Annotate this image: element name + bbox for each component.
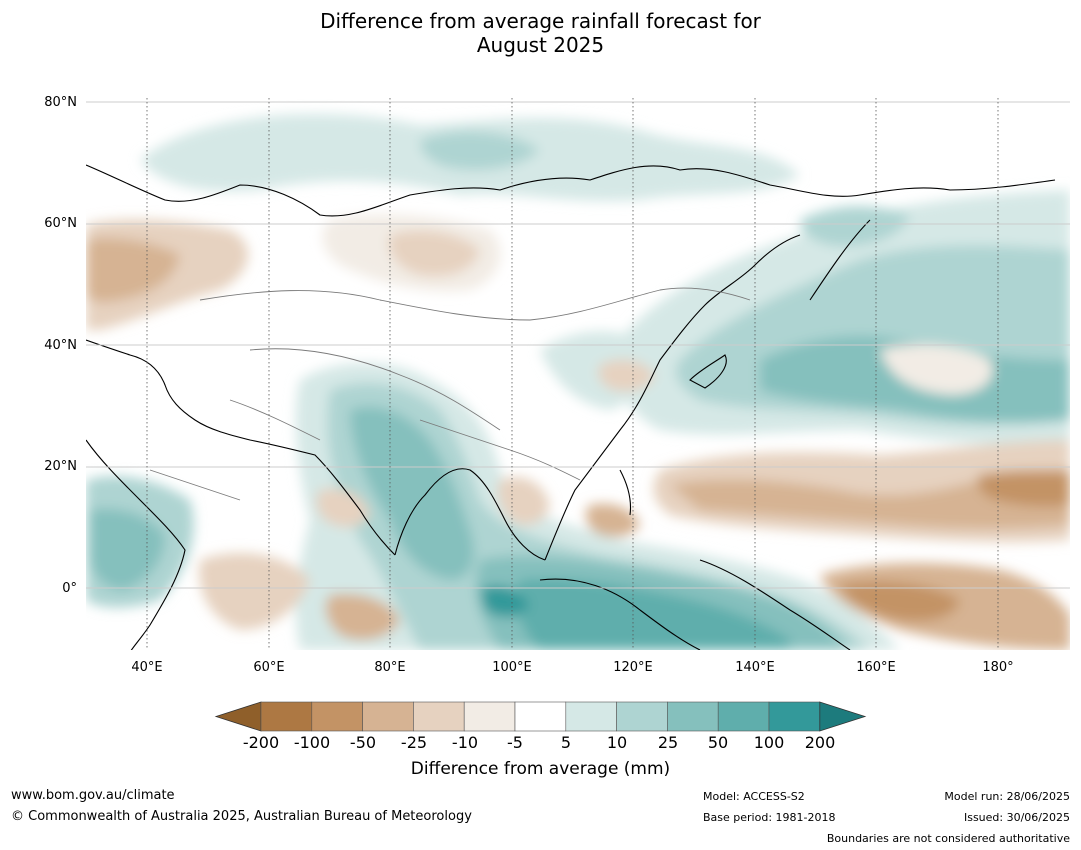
legend-swatch — [565, 701, 617, 732]
wet-region-arctic-2 — [420, 131, 540, 170]
dry-region-indian-ocean — [199, 552, 310, 630]
model-run-text: Model run: 28/06/2025 — [944, 790, 1070, 803]
wet-region-africa-2 — [90, 508, 165, 590]
dry-region-east-asia — [598, 359, 655, 392]
legend-tick-label: -5 — [507, 733, 523, 752]
wet-region-northeast-asia — [800, 206, 910, 247]
dry-region-west-pacific-2 — [670, 470, 1070, 529]
legend-tick-label: 5 — [560, 733, 572, 752]
wet-region-core — [480, 585, 530, 617]
legend-tick-label: 10 — [606, 733, 628, 752]
map-title-line-2: August 2025 — [476, 33, 605, 57]
legend-swatch — [362, 701, 414, 732]
lat-label-60n: 60°N — [44, 216, 77, 231]
legend-tick-label: -25 — [400, 733, 428, 752]
dry-region-philippines — [585, 503, 640, 537]
country-borders — [149, 287, 751, 501]
wet-region-maritime-2 — [516, 578, 790, 650]
longitude-gridlines — [146, 98, 999, 650]
issued-text: Issued: 30/06/2025 — [963, 811, 1070, 824]
rainfall-map — [86, 98, 1070, 650]
lat-label-80n: 80°N — [44, 95, 77, 110]
lon-label-120e: 120°E — [613, 660, 653, 675]
legend-swatch — [311, 701, 363, 732]
dry-region-india — [316, 488, 370, 527]
dry-region-equatorial-pacific-2 — [840, 581, 960, 621]
lon-label-100e: 100°E — [492, 660, 532, 675]
legend-swatch — [514, 701, 567, 732]
dry-region-indochina — [497, 476, 550, 525]
legend-swatch — [413, 701, 465, 732]
disclaimer-text: Boundaries are not considered authoritat… — [826, 832, 1070, 845]
legend-swatch — [768, 701, 821, 732]
legend-swatch — [260, 701, 313, 732]
dry-region-europe-2 — [86, 238, 180, 303]
legend-swatch — [667, 701, 719, 732]
coastlines — [86, 164, 1056, 650]
lon-label-160e: 160°E — [856, 660, 896, 675]
lon-label-40e: 40°E — [131, 660, 163, 675]
lat-label-0: 0° — [62, 581, 77, 596]
legend-swatch — [717, 701, 770, 732]
legend-tick-label: -100 — [293, 733, 331, 752]
legend-extend-low — [214, 701, 262, 732]
legend-tick-label: -50 — [349, 733, 377, 752]
latitude-gridlines — [86, 101, 1070, 589]
legend-swatch — [616, 701, 668, 732]
dry-region-indian-ocean-2 — [325, 593, 400, 640]
dry-region-north-pacific — [880, 344, 993, 395]
lon-label-80e: 80°E — [374, 660, 406, 675]
lon-label-140e: 140°E — [735, 660, 775, 675]
website-link[interactable]: www.bom.gov.au/climate — [11, 788, 175, 803]
lat-label-20n: 20°N — [44, 459, 77, 474]
legend-title: Difference from average (mm) — [410, 759, 671, 779]
rainfall-anomaly-field — [86, 114, 1070, 650]
legend-tick-label: 100 — [753, 733, 785, 752]
legend-extend-high — [819, 701, 867, 732]
copyright-text: © Commonwealth of Australia 2025, Austra… — [11, 809, 472, 824]
legend-swatch — [463, 701, 516, 732]
legend-tick-label: -200 — [242, 733, 280, 752]
legend-tick-label: 50 — [707, 733, 729, 752]
lat-label-40n: 40°N — [44, 338, 77, 353]
wet-region-south-asia-2 — [327, 382, 870, 650]
lon-label-180: 180° — [982, 660, 1014, 675]
legend-tick-label: 25 — [657, 733, 679, 752]
legend-tick-label: -10 — [451, 733, 479, 752]
wet-region-bay-of-bengal — [350, 406, 474, 580]
dry-region-siberia-2 — [388, 230, 480, 277]
lon-label-60e: 60°E — [253, 660, 285, 675]
legend-tick-label: 200 — [804, 733, 836, 752]
model-text: Model: ACCESS-S2 — [703, 790, 805, 803]
map-title-line-1: Difference from average rainfall forecas… — [320, 9, 761, 33]
dry-region-west-pacific-3 — [977, 470, 1070, 507]
base-period-text: Base period: 1981-2018 — [703, 811, 836, 824]
